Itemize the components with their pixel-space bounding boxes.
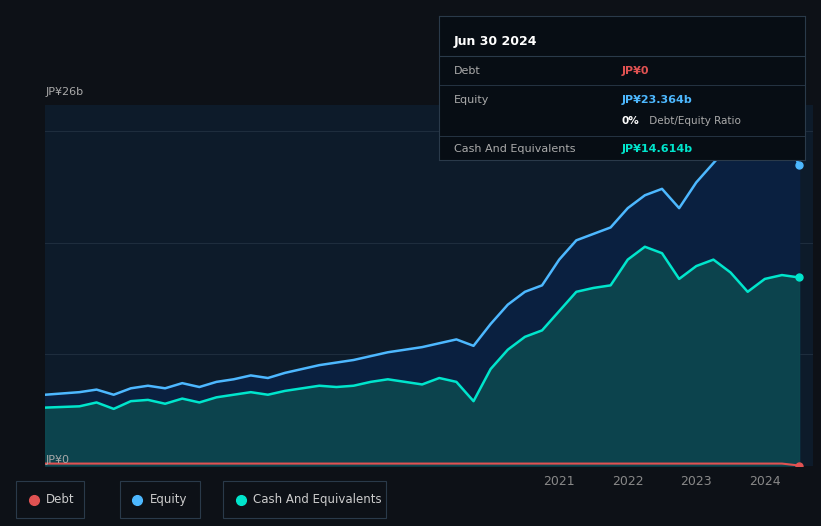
Text: JP¥0: JP¥0 [622,66,649,76]
Text: JP¥26b: JP¥26b [45,87,83,97]
Text: 0%: 0% [622,116,640,126]
Text: Jun 30 2024: Jun 30 2024 [454,35,538,48]
Text: Cash And Equivalents: Cash And Equivalents [454,144,576,154]
Text: Debt/Equity Ratio: Debt/Equity Ratio [645,116,741,126]
Text: Debt: Debt [46,493,75,506]
Text: Equity: Equity [454,95,489,105]
Text: Equity: Equity [149,493,187,506]
Text: JP¥14.614b: JP¥14.614b [622,144,693,154]
Text: JP¥23.364b: JP¥23.364b [622,95,693,105]
Text: Debt: Debt [454,66,480,76]
Text: Cash And Equivalents: Cash And Equivalents [253,493,382,506]
Text: JP¥0: JP¥0 [45,455,69,465]
